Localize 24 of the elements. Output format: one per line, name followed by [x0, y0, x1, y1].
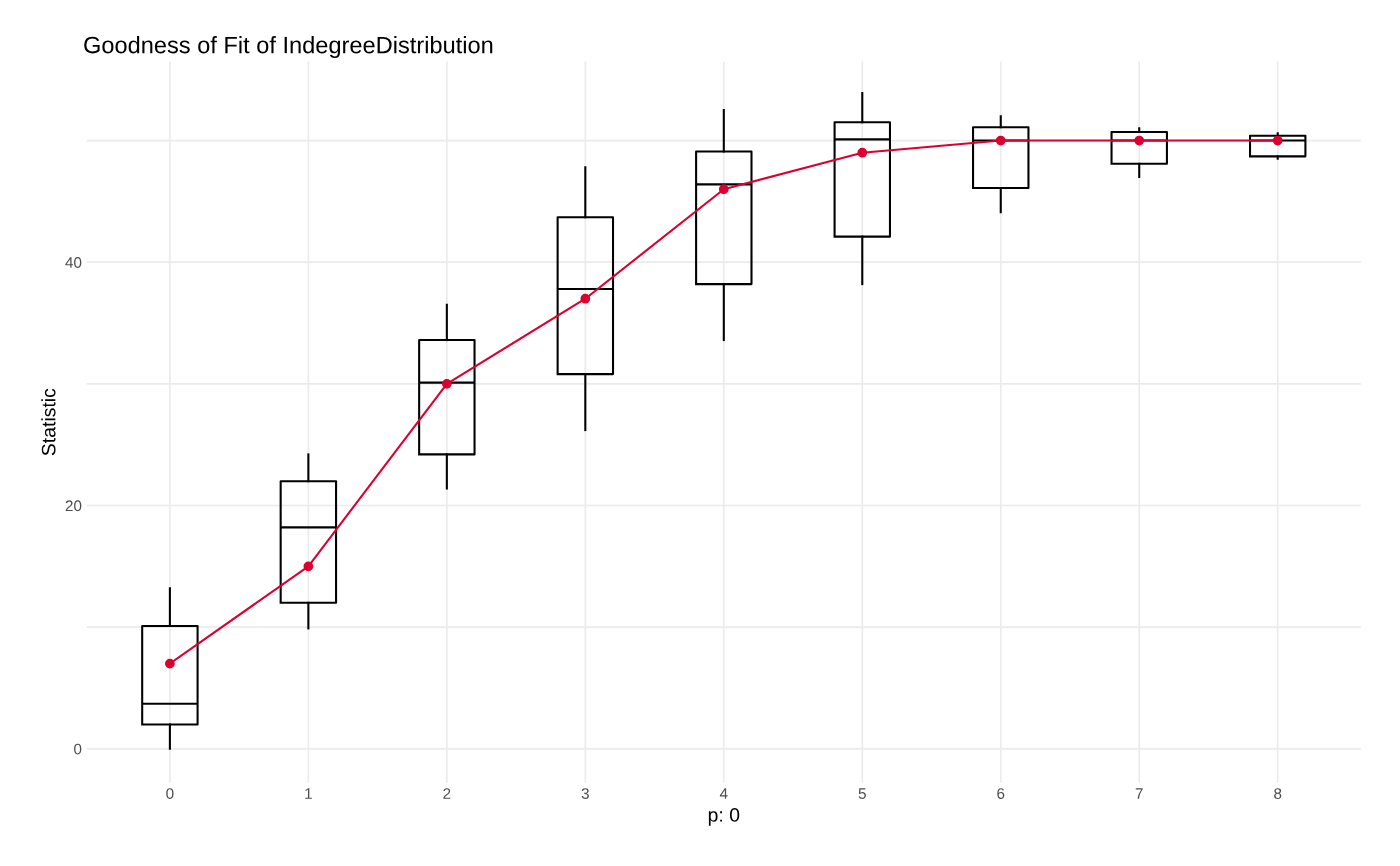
- x-tick-label: 5: [858, 788, 866, 799]
- x-tick-label: 2: [443, 788, 451, 799]
- point: [857, 147, 868, 158]
- x-tick-label: 3: [581, 788, 589, 799]
- y-tick-label: 40: [65, 257, 82, 268]
- x-tick-label: 1: [305, 788, 312, 799]
- point: [303, 561, 314, 572]
- x-tick-label: 7: [1135, 788, 1143, 799]
- y-axis-title: Statistic: [41, 388, 56, 456]
- x-tick-label: 0: [166, 788, 174, 799]
- x-tick-label: 8: [1274, 788, 1282, 799]
- point: [718, 184, 729, 195]
- y-tick-label: 0: [74, 743, 82, 755]
- point: [1272, 135, 1283, 146]
- point: [1134, 135, 1145, 146]
- x-tick-label: 4: [719, 788, 728, 799]
- point: [165, 658, 175, 669]
- point: [580, 293, 591, 304]
- chart-title: Goodness of Fit of IndegreeDistribution: [84, 36, 493, 59]
- y-tick-label: 20: [65, 500, 82, 512]
- point: [995, 135, 1006, 146]
- x-tick-label: 6: [997, 788, 1005, 799]
- x-axis-title: p: 0: [708, 808, 740, 826]
- point: [441, 378, 452, 389]
